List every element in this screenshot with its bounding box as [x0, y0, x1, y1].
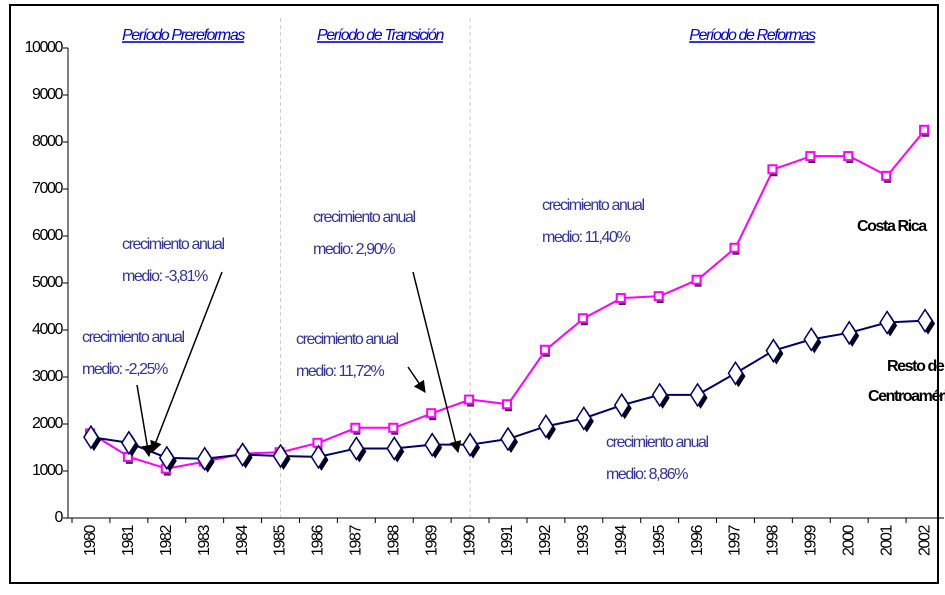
annotation: crecimiento anual: [313, 209, 415, 226]
marker: [917, 308, 933, 333]
series-label: Costa Rica: [857, 218, 927, 235]
y-tick-label: 5000: [32, 274, 63, 291]
marker: [879, 310, 896, 335]
marker: [765, 338, 782, 364]
marker: [653, 291, 664, 302]
x-tick-label: 2000: [840, 525, 857, 556]
y-tick-label: 6000: [32, 227, 63, 244]
marker: [575, 405, 592, 431]
marker: [805, 151, 816, 162]
marker: [803, 327, 820, 352]
x-tick-label: 1993: [575, 525, 592, 556]
x-tick-label: 1982: [158, 525, 175, 556]
marker: [310, 444, 327, 470]
marker: [843, 151, 854, 162]
y-tick-label: 0: [55, 509, 64, 526]
marker: [462, 432, 478, 458]
annotation: medio: 11,72%: [296, 363, 385, 380]
marker: [919, 124, 930, 135]
annotation: medio: -2,25%: [82, 361, 168, 378]
series-label: Centroamérica: [868, 388, 945, 405]
annotation: medio: 2,90%: [313, 241, 395, 258]
series-line: [90, 129, 926, 470]
x-tick-label: 2002: [916, 525, 933, 556]
annotation: crecimiento anual: [542, 197, 644, 214]
x-tick-label: 2001: [878, 525, 895, 556]
annotation: medio: 11,40%: [542, 229, 631, 246]
annotation: crecimiento anual: [82, 329, 184, 346]
y-tick-label: 8000: [32, 133, 63, 150]
marker: [120, 430, 137, 456]
x-tick-label: 1995: [651, 525, 668, 556]
x-tick-label: 1998: [765, 525, 782, 556]
marker: [613, 392, 630, 418]
x-tick-label: 1988: [385, 525, 402, 556]
y-tick-label: 10000: [25, 39, 64, 56]
marker: [689, 382, 706, 408]
marker: [83, 424, 99, 450]
x-tick-label: 1983: [196, 525, 213, 556]
marker: [272, 443, 289, 469]
marker: [426, 408, 437, 419]
marker: [500, 426, 516, 452]
annotation: crecimiento anual: [122, 236, 224, 253]
marker: [158, 445, 175, 471]
marker: [538, 413, 554, 439]
arrow: [412, 271, 462, 454]
y-tick-label: 2000: [32, 415, 63, 432]
arrow: [136, 384, 154, 458]
x-tick-label: 1991: [499, 525, 516, 556]
y-tick-label: 4000: [32, 321, 63, 338]
marker: [234, 442, 251, 467]
x-tick-label: 1984: [234, 525, 251, 556]
marker: [881, 170, 892, 181]
marker: [651, 382, 668, 408]
y-tick-label: 3000: [32, 368, 63, 385]
arrow: [150, 271, 223, 454]
y-tick-label: 1000: [32, 462, 63, 479]
marker: [691, 274, 702, 285]
x-tick-label: 1992: [537, 525, 554, 556]
marker: [539, 344, 550, 355]
x-tick-label: 1997: [727, 525, 744, 556]
annotation: crecimiento anual: [606, 434, 708, 451]
period-label: Período Prereformas: [122, 27, 245, 44]
marker: [348, 436, 365, 461]
marker: [841, 320, 858, 346]
marker: [386, 436, 403, 461]
series-label: Resto de: [887, 358, 945, 375]
annotation: crecimiento anual: [296, 331, 398, 348]
marker: [312, 437, 323, 448]
y-tick-label: 9000: [32, 86, 63, 103]
x-tick-label: 1994: [613, 525, 630, 556]
x-tick-label: 1996: [689, 525, 706, 556]
x-tick-label: 1989: [423, 525, 440, 556]
marker: [464, 394, 475, 405]
annotation: medio: -3,81%: [122, 268, 208, 285]
x-tick-label: 1985: [272, 525, 289, 556]
x-tick-label: 1999: [803, 525, 820, 556]
marker: [767, 164, 778, 175]
period-label: Período de Reformas: [689, 27, 816, 44]
marker: [729, 242, 740, 253]
marker: [727, 360, 744, 386]
arrow: [407, 366, 426, 393]
x-tick-label: 1986: [310, 525, 327, 556]
x-tick-label: 1990: [461, 525, 478, 556]
period-label: Período de Transición: [317, 27, 444, 44]
marker: [615, 293, 626, 304]
x-tick-label: 1987: [348, 525, 365, 556]
frame: [9, 4, 939, 584]
marker: [502, 399, 512, 410]
marker: [196, 446, 213, 472]
x-tick-label: 1981: [120, 525, 137, 556]
y-tick-label: 7000: [32, 180, 63, 197]
marker: [388, 422, 399, 433]
marker: [350, 422, 361, 433]
marker: [577, 313, 588, 324]
annotation: medio: 8,86%: [606, 466, 688, 483]
x-tick-label: 1980: [82, 525, 99, 556]
marker: [424, 432, 441, 458]
